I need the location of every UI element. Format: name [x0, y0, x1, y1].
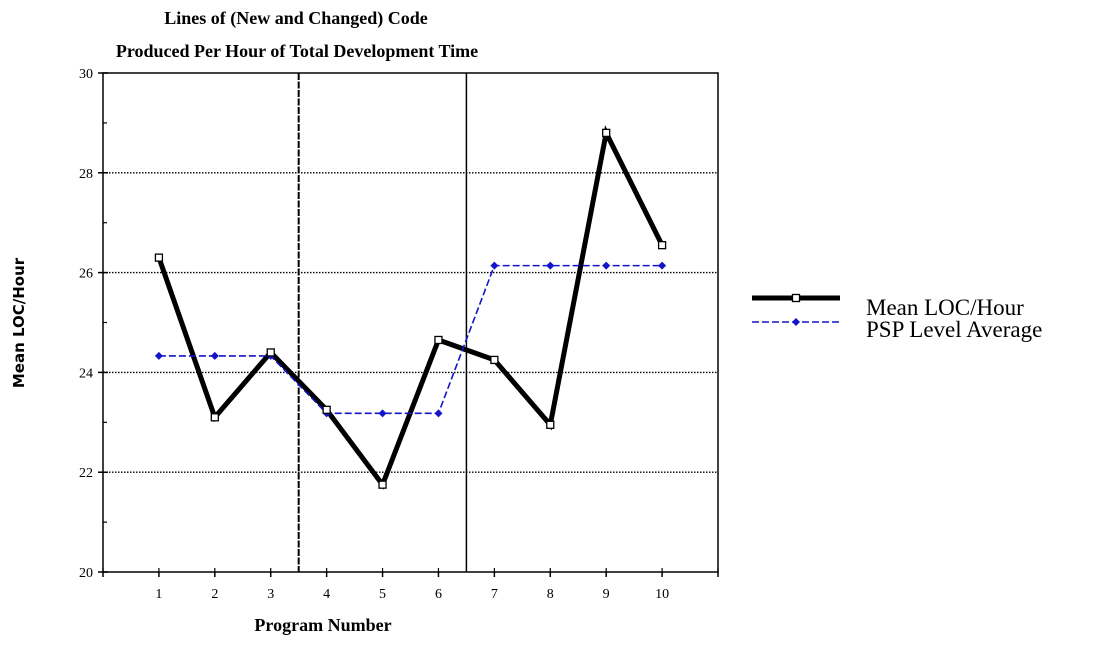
- x-axis-label: Program Number: [254, 615, 391, 635]
- psp-level-average-point: [546, 261, 555, 270]
- x-tick-label: 1: [155, 587, 162, 602]
- mean-loc-hour-point: [490, 355, 499, 365]
- y-tick-label: 30: [79, 67, 93, 82]
- plot-area: 20 22 24 26 28 30 1 2 3 4 5 6 7 8 9 10: [79, 67, 719, 602]
- legend-label-psp-level-average: PSP Level Average: [866, 317, 1042, 342]
- legend-label-mean-loc-hour: Mean LOC/Hour: [866, 295, 1024, 320]
- mean-loc-hour-point: [378, 480, 387, 489]
- chart-title-line-1: Lines of (New and Changed) Code: [164, 8, 428, 29]
- chart-title-line-2: Produced Per Hour of Total Development T…: [116, 41, 478, 61]
- y-tick-label: 22: [79, 466, 93, 481]
- y-tick-label: 24: [79, 366, 93, 381]
- mean-loc-hour-point: [602, 128, 611, 138]
- psp-level-average-point: [154, 351, 163, 360]
- y-tick-label: 28: [79, 167, 93, 182]
- psp-level-average-point: [490, 261, 499, 270]
- series-line-psp-level-average: [158, 264, 663, 415]
- x-tick-label: 10: [655, 587, 669, 602]
- legend-marker-psp-level-average: [792, 318, 800, 326]
- x-tick-label: 6: [435, 587, 442, 602]
- psp-level-average-point: [602, 261, 611, 270]
- series-line-mean-loc-hour: [156, 125, 665, 490]
- psp-level-average-point: [210, 351, 219, 360]
- legend-marker-mean-loc-hour: [791, 293, 801, 303]
- x-tick-label: 9: [603, 587, 610, 602]
- x-tick-label: 2: [211, 587, 218, 602]
- mean-loc-hour-point: [210, 413, 219, 422]
- psp-level-average-point: [658, 261, 667, 270]
- x-tick-label: 3: [267, 587, 274, 602]
- y-tick-label: 20: [79, 566, 93, 581]
- mean-loc-hour-point: [322, 405, 331, 414]
- y-axis-label: Mean LOC/Hour: [10, 257, 28, 388]
- mean-loc-hour-point: [266, 348, 275, 357]
- mean-loc-hour-point: [154, 253, 164, 262]
- mean-loc-hour-point: [546, 420, 555, 429]
- y-tick-label: 26: [79, 267, 93, 282]
- psp-level-average-point: [434, 409, 443, 418]
- x-tick-label: 7: [491, 587, 498, 602]
- x-tick-label: 5: [379, 587, 386, 602]
- mean-loc-hour-point: [434, 335, 443, 345]
- psp-level-average-point: [378, 409, 387, 418]
- plot-frame: [102, 72, 719, 573]
- x-tick-label: 8: [547, 587, 554, 602]
- mean-loc-hour-point: [657, 241, 667, 250]
- x-tick-label: 4: [323, 587, 330, 602]
